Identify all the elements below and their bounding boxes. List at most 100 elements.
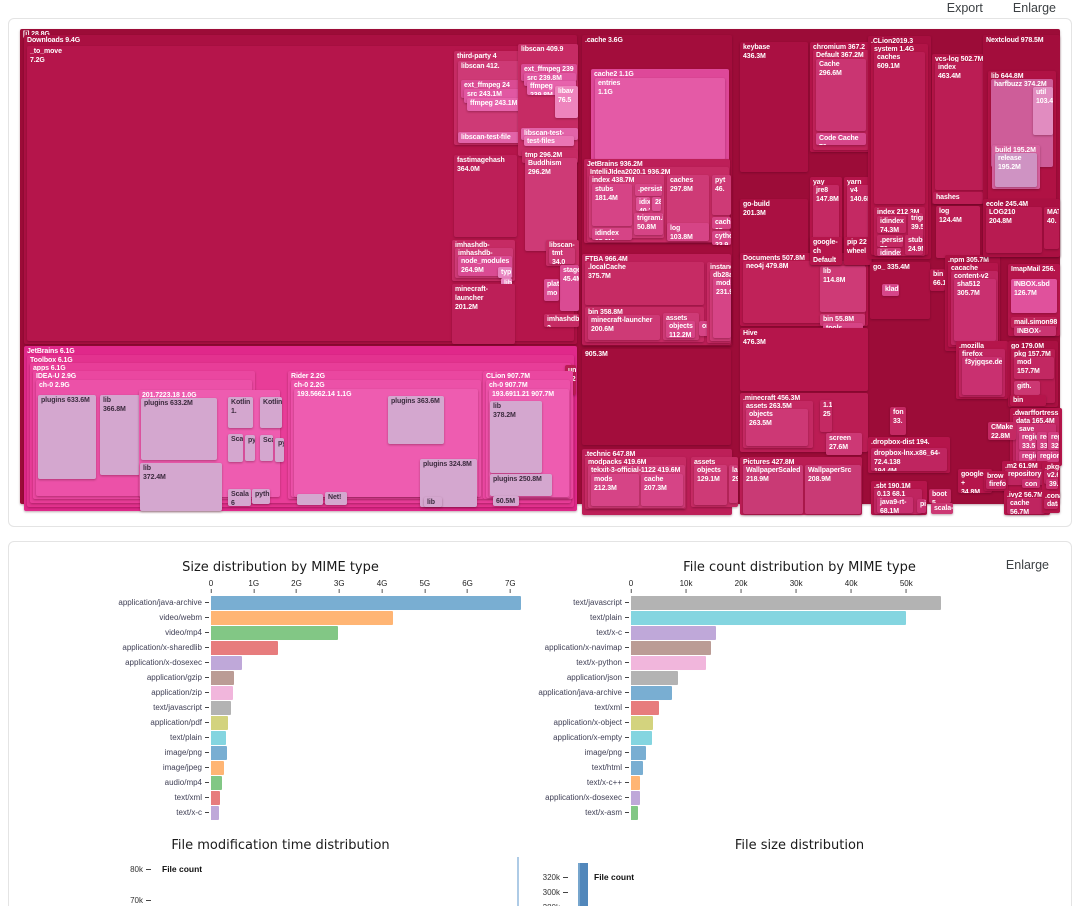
treemap-node[interactable]: mods 231.9M <box>713 278 731 338</box>
treemap-node[interactable]: minecraft-launcher 200.6M <box>588 315 660 340</box>
treemap-node[interactable]: ffmpeg 243.1M <box>467 98 523 111</box>
treemap-node[interactable]: cach 25. <box>712 217 731 229</box>
treemap-node[interactable]: mail.simon98 <box>1011 317 1057 328</box>
treemap-node[interactable]: CMake 22.8M <box>988 422 1016 440</box>
treemap-node[interactable]: mods 212.3M <box>591 474 639 506</box>
treemap-node[interactable]: typ <box>498 267 512 278</box>
treemap-node[interactable]: libav 76.5 <box>555 86 578 118</box>
treemap-node[interactable]: fastimagehash 364.0M <box>454 155 517 237</box>
treemap-node[interactable]: lib <box>424 497 442 507</box>
treemap-node[interactable]: 39.6 <box>1046 479 1058 489</box>
treemap-node[interactable]: cache 207.3M <box>641 474 683 506</box>
treemap-node[interactable]: google-ch Default <box>810 237 842 265</box>
treemap-node[interactable]: reg 32. <box>1048 432 1059 450</box>
treemap-node[interactable]: entries 1.1G <box>595 78 725 160</box>
treemap-node[interactable]: libscan-test-file <box>458 132 541 143</box>
treemap-node[interactable]: plugins 363.6M <box>388 396 444 444</box>
treemap-node[interactable]: java9-rt- 68.1M <box>877 497 913 513</box>
treemap-node[interactable]: Kotlin 1. <box>228 397 253 428</box>
treemap-node[interactable]: sha512 305.7M <box>954 279 996 341</box>
treemap-node[interactable]: 28 <box>652 197 661 211</box>
treemap-node[interactable]: plugins 633.6M <box>38 395 96 479</box>
treemap-node[interactable]: 905.3M <box>582 349 731 445</box>
treemap-node[interactable]: bin <box>1010 395 1046 406</box>
export-button[interactable]: Export <box>946 1 983 15</box>
treemap-node[interactable]: objects 129.1M <box>694 465 727 505</box>
treemap-node[interactable]: util 103.4 <box>1033 87 1053 135</box>
treemap-node[interactable]: caches 609.1M <box>874 52 925 204</box>
treemap-node[interactable]: pyt 46. <box>712 175 731 215</box>
treemap-node[interactable]: Kotlin <box>260 397 282 428</box>
treemap-node[interactable]: idindex 74.3M <box>877 216 906 233</box>
treemap-node[interactable]: lib 378.2M <box>490 401 542 473</box>
treemap-node[interactable]: .localCache 375.7M <box>585 262 704 305</box>
treemap-node[interactable]: Cache 296.6M <box>816 59 866 131</box>
treemap-node[interactable]: py <box>245 435 255 461</box>
treemap-node[interactable] <box>297 494 323 505</box>
treemap-node[interactable]: reg 33. <box>1037 432 1047 450</box>
treemap-node[interactable]: keybase 436.3M <box>740 42 808 172</box>
treemap-node[interactable]: firefo <box>986 479 1006 489</box>
treemap-node[interactable]: pyth <box>252 489 270 504</box>
treemap-node[interactable]: idix 40.2 <box>636 197 650 211</box>
treemap-node[interactable]: 60.5M <box>493 496 519 506</box>
treemap-node[interactable]: bin 66.1 <box>930 269 945 291</box>
treemap-node[interactable]: klad <box>882 284 899 296</box>
treemap-node[interactable]: region2 <box>1037 451 1059 462</box>
treemap-node[interactable]: INBOX.sbd 126.7M <box>1011 279 1057 313</box>
treemap-node[interactable]: con <box>1022 479 1040 488</box>
treemap-node[interactable]: on <box>699 321 710 336</box>
treemap-node[interactable]: Hive 476.3M <box>740 328 868 391</box>
treemap-node[interactable]: regio 33.5 <box>1019 432 1036 450</box>
treemap-node[interactable]: Net! <box>325 492 347 505</box>
treemap-node[interactable]: .persist <box>635 184 662 196</box>
treemap-node[interactable]: pip 22 wheel <box>844 237 871 265</box>
treemap-node[interactable]: screen 27.6M <box>826 433 862 455</box>
treemap-node[interactable]: LOG210 204.8M <box>986 207 1042 253</box>
treemap-node[interactable]: idindex 85.6M <box>592 228 632 240</box>
treemap-node[interactable]: Buddhism 296.2M <box>525 158 577 251</box>
treemap-node[interactable]: WallpaperSrc 208.9M <box>805 465 861 514</box>
treemap-node[interactable]: hashes <box>933 192 983 204</box>
treemap-node[interactable]: Scal <box>228 434 243 462</box>
treemap-node[interactable]: objects 263.5M <box>746 409 808 446</box>
treemap-node[interactable]: MAT 40. <box>1044 207 1059 249</box>
treemap-node[interactable]: go_ 335.4M <box>870 262 930 319</box>
treemap-node[interactable]: gith. <box>1014 381 1040 395</box>
treemap-node[interactable]: plugins 633.2M <box>141 398 217 460</box>
treemap-node[interactable]: log 103.8M <box>667 223 709 241</box>
treemap-node[interactable]: trigram.i 50.8M <box>634 213 663 235</box>
treemap-node[interactable]: pi <box>917 499 926 513</box>
treemap-node[interactable]: index 463.4M <box>935 62 985 190</box>
treemap-node[interactable]: WallpaperScaled 218.9M <box>743 465 803 514</box>
treemap-node[interactable]: stubs 24.9M <box>905 235 923 255</box>
treemap-node[interactable]: mod 157.7M <box>1014 357 1054 379</box>
treemap-node[interactable]: idindex <box>877 248 901 256</box>
treemap-node[interactable]: lau 29. <box>729 465 738 503</box>
treemap-node[interactable]: minecraft-launcher 201.2M <box>452 284 515 344</box>
treemap-node[interactable]: .persistent 73. <box>877 235 903 247</box>
treemap-node[interactable]: imhashdb 2 <box>544 314 579 327</box>
treemap-node[interactable]: lib <box>501 278 512 287</box>
treemap-node[interactable]: py <box>275 438 284 462</box>
treemap-node[interactable]: fon 33. <box>890 407 906 435</box>
treemap-node[interactable]: f3yjgqse.defau <box>962 357 1002 395</box>
treemap-node[interactable]: cytho 23.9 <box>712 231 731 245</box>
treemap-node[interactable]: stage 45.4M <box>560 265 579 311</box>
treemap-node[interactable]: 1.1 25 <box>820 400 832 432</box>
treemap-node[interactable]: Code Cache 70. <box>816 133 866 145</box>
treemap-node[interactable]: cache 56.7M <box>1007 498 1045 514</box>
treemap-node[interactable]: Scala 6 <box>228 489 251 506</box>
treemap-node[interactable]: stubs 181.4M <box>592 184 632 226</box>
treemap-node[interactable]: test-files <box>524 136 574 146</box>
treemap-node[interactable]: boot 5 <box>929 489 951 503</box>
treemap-node[interactable]: regio 33.3 <box>1019 451 1036 462</box>
treemap-node[interactable]: lib 372.4M <box>140 463 222 511</box>
treemap-node[interactable]: tmt 34.0 <box>549 248 575 264</box>
treemap-node[interactable]: lib 114.8M <box>820 266 866 312</box>
treemap-node[interactable]: dropbox-lnx.x86_64-72.4.138 194.4M <box>871 448 947 471</box>
treemap-node[interactable]: Sca <box>260 435 273 461</box>
enlarge-treemap-button[interactable]: Enlarge <box>1012 1 1056 15</box>
treemap-node[interactable]: data <box>1044 499 1058 509</box>
treemap-node[interactable]: go-build 201.3M <box>740 199 808 257</box>
